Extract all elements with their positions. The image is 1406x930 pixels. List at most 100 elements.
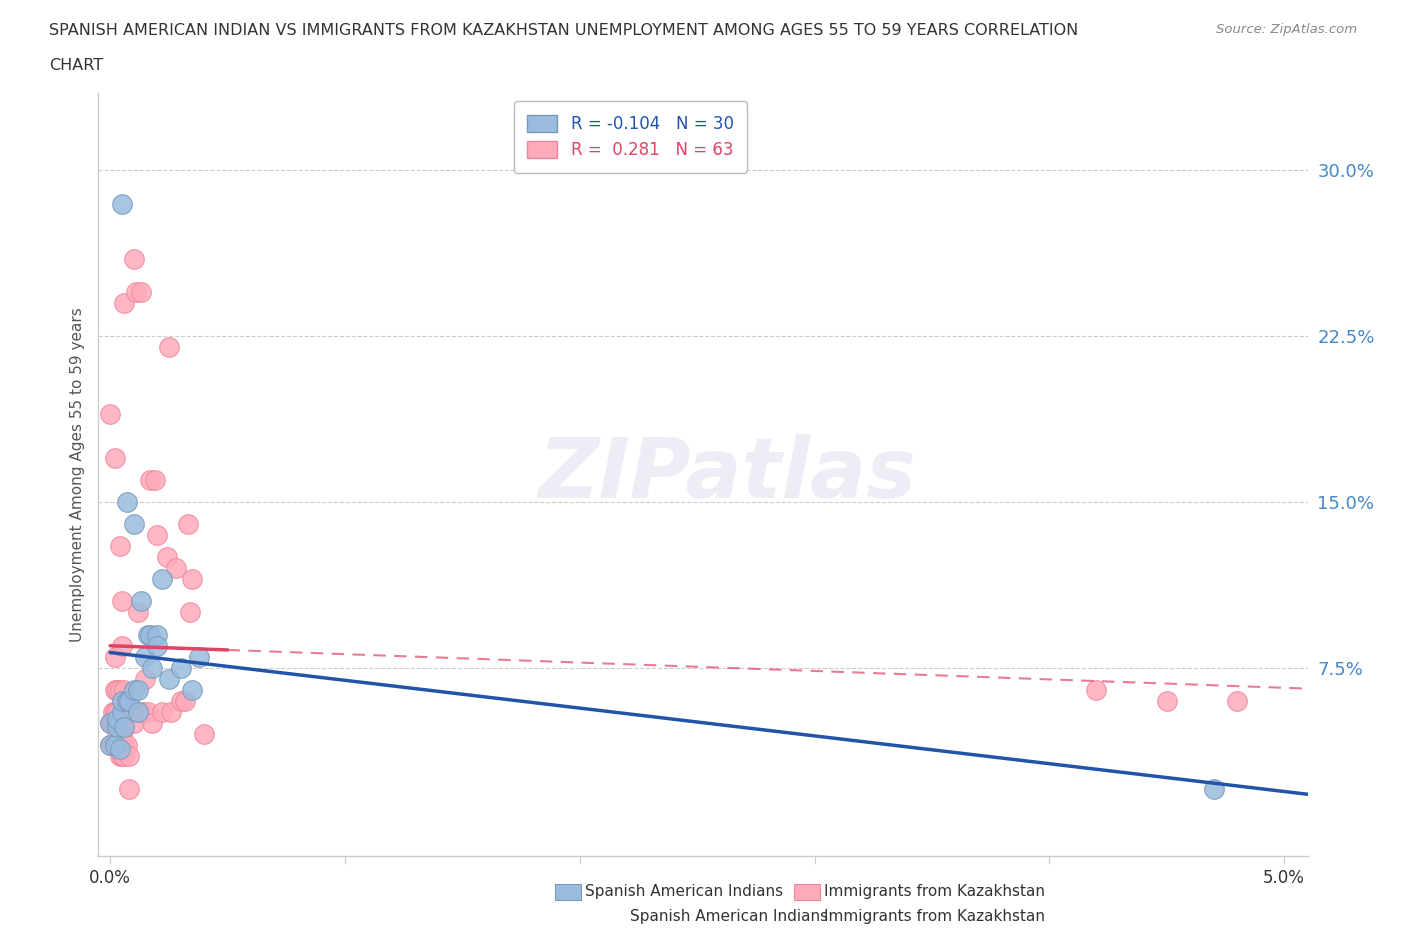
Point	[150, 572, 173, 587]
Point	[188, 649, 211, 664]
Text: Immigrants from Kazakhstan: Immigrants from Kazakhstan	[824, 909, 1045, 924]
Point	[122, 683, 145, 698]
Point	[127, 705, 149, 720]
Point	[104, 737, 127, 752]
Point	[122, 715, 145, 730]
Point	[118, 749, 141, 764]
Point	[165, 561, 187, 576]
Point	[1085, 683, 1108, 698]
Point	[105, 683, 128, 698]
Point	[112, 720, 135, 735]
Point	[169, 660, 191, 675]
Point	[129, 285, 152, 299]
Point	[127, 605, 149, 620]
Point	[101, 737, 124, 752]
Point	[127, 705, 149, 720]
Point	[1156, 694, 1178, 709]
Point	[181, 572, 204, 587]
Point	[115, 495, 138, 510]
Point	[160, 705, 183, 720]
Point	[1226, 694, 1249, 709]
Point	[146, 627, 169, 642]
Point	[112, 683, 135, 698]
Point	[136, 627, 159, 642]
Text: Immigrants from Kazakhstan: Immigrants from Kazakhstan	[824, 884, 1045, 899]
Point	[157, 339, 180, 354]
Point	[169, 694, 191, 709]
Point	[155, 550, 177, 565]
Point	[108, 737, 131, 752]
Point	[111, 638, 134, 653]
Point	[150, 705, 173, 720]
Point	[139, 472, 162, 487]
Point	[136, 705, 159, 720]
Point	[111, 749, 134, 764]
Point	[143, 472, 166, 487]
Point	[141, 715, 163, 730]
Point	[104, 450, 127, 465]
Point	[139, 627, 162, 642]
Legend: R = -0.104   N = 30, R =  0.281   N = 63: R = -0.104 N = 30, R = 0.281 N = 63	[515, 101, 747, 173]
Point	[118, 694, 141, 709]
Point	[115, 694, 138, 709]
Point	[104, 737, 127, 752]
Point	[98, 715, 121, 730]
Point	[118, 782, 141, 797]
Point	[146, 638, 169, 653]
Point	[105, 711, 128, 726]
Text: Source: ZipAtlas.com: Source: ZipAtlas.com	[1216, 23, 1357, 36]
Point	[122, 516, 145, 531]
Point	[111, 196, 134, 211]
Point	[101, 705, 124, 720]
Point	[105, 726, 128, 741]
Point	[105, 705, 128, 720]
Point	[108, 715, 131, 730]
Point	[104, 649, 127, 664]
Point	[111, 737, 134, 752]
Point	[1202, 782, 1225, 797]
Point	[127, 683, 149, 698]
Point	[115, 737, 138, 752]
Point	[174, 694, 197, 709]
Point	[134, 671, 156, 686]
Point	[176, 516, 198, 531]
Y-axis label: Unemployment Among Ages 55 to 59 years: Unemployment Among Ages 55 to 59 years	[69, 307, 84, 642]
Point	[122, 251, 145, 266]
Point	[104, 715, 127, 730]
Point	[98, 715, 121, 730]
Point	[134, 649, 156, 664]
Point	[125, 285, 148, 299]
Point	[122, 705, 145, 720]
Point	[193, 726, 215, 741]
Point	[105, 715, 128, 730]
Point	[111, 594, 134, 609]
Point	[111, 694, 134, 709]
Point	[111, 705, 134, 720]
Point	[108, 538, 131, 553]
Text: CHART: CHART	[49, 58, 103, 73]
Point	[112, 749, 135, 764]
Point	[98, 406, 121, 421]
Point	[132, 705, 155, 720]
Point	[157, 671, 180, 686]
Point	[108, 683, 131, 698]
Point	[141, 660, 163, 675]
Point	[101, 715, 124, 730]
Point	[112, 737, 135, 752]
Point	[98, 737, 121, 752]
Point	[179, 605, 201, 620]
Point	[146, 527, 169, 542]
Point	[98, 737, 121, 752]
Text: SPANISH AMERICAN INDIAN VS IMMIGRANTS FROM KAZAKHSTAN UNEMPLOYMENT AMONG AGES 55: SPANISH AMERICAN INDIAN VS IMMIGRANTS FR…	[49, 23, 1078, 38]
Point	[104, 683, 127, 698]
Text: Spanish American Indians: Spanish American Indians	[630, 909, 828, 924]
Point	[112, 296, 135, 311]
Point	[111, 726, 134, 741]
Point	[129, 594, 152, 609]
Point	[120, 705, 142, 720]
Point	[104, 705, 127, 720]
Point	[105, 737, 128, 752]
Point	[105, 720, 128, 735]
Point	[108, 742, 131, 757]
Text: ZIPatlas: ZIPatlas	[538, 433, 917, 515]
